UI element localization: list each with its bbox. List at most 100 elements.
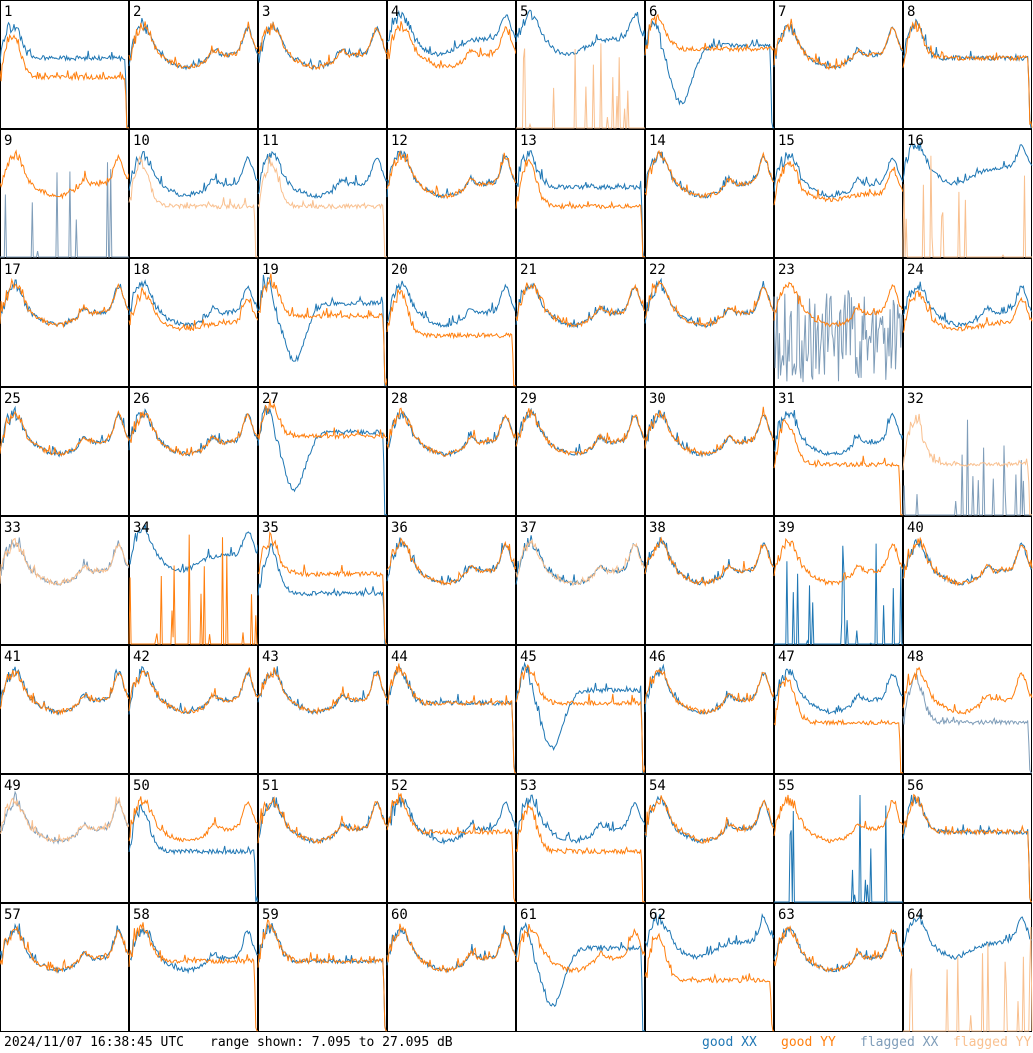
tile-frame [645, 0, 774, 129]
tile-frame [516, 258, 645, 387]
yy-series-line [515, 539, 646, 587]
tile-frame [903, 0, 1032, 129]
tile-label: 63 [778, 907, 795, 923]
tile-label: 15 [778, 133, 795, 149]
antenna-tile-63: 63 [773, 903, 904, 1032]
yy-series-line [902, 536, 1033, 587]
yy-series-line [644, 795, 775, 844]
xx-series-line [515, 9, 646, 57]
yy-series-line [0, 410, 130, 457]
tile-label: 43 [262, 649, 279, 665]
xx-series-line [902, 673, 1032, 774]
legend-good-yy: good YY [781, 1035, 836, 1050]
antenna-tile-18: 18 [128, 258, 259, 387]
xx-series-line [386, 796, 517, 845]
yy-series-line [644, 932, 774, 1032]
tile-label: 58 [133, 907, 150, 923]
footer: 2024/11/07 16:38:45 UTC range shown: 7.0… [0, 1033, 1033, 1053]
yy-series-line [386, 289, 516, 387]
antenna-tile-34: 34 [128, 516, 259, 645]
yy-series-line [0, 149, 130, 200]
tile-label: 38 [649, 520, 666, 536]
antenna-tile-3: 3 [257, 0, 388, 129]
antenna-tile-36: 36 [386, 516, 517, 645]
tile-frame [774, 0, 903, 129]
yy-series-line [386, 923, 517, 974]
tile-label: 22 [649, 262, 666, 278]
yy-series-line [386, 663, 516, 774]
yy-series-line [644, 536, 775, 587]
yy-series-line [515, 158, 645, 258]
antenna-tile-21: 21 [515, 258, 646, 387]
tile-label: 9 [4, 133, 12, 149]
tile-label: 10 [133, 133, 150, 149]
antenna-tile-27: 27 [257, 387, 388, 516]
tile-frame [129, 129, 258, 258]
yy-series-line [902, 20, 1033, 128]
antenna-tile-55: 55 [773, 774, 904, 903]
tile-frame [903, 903, 1032, 1032]
tile-frame [0, 645, 129, 774]
yy-series-line [128, 21, 259, 70]
yy-series-line [386, 21, 517, 70]
yy-series-line [386, 537, 517, 586]
tile-label: 7 [778, 4, 786, 20]
xx-series-line [902, 913, 1033, 960]
yy-series-line [644, 13, 775, 56]
yy-series-line [902, 666, 1033, 715]
antenna-tile-50: 50 [128, 774, 259, 903]
tile-frame [387, 645, 516, 774]
tile-label: 39 [778, 520, 795, 536]
tile-label: 54 [649, 778, 666, 794]
xx-series-line [0, 923, 130, 974]
antenna-tile-61: 61 [515, 903, 646, 1032]
yy-series-line [128, 155, 258, 258]
antenna-tile-24: 24 [902, 258, 1033, 387]
tile-frame [258, 0, 387, 129]
tile-label: 5 [520, 4, 528, 20]
tile-label: 40 [907, 520, 924, 536]
antenna-tile-28: 28 [386, 387, 517, 516]
xx-series-line [773, 152, 904, 199]
antenna-tile-9: 9 [0, 129, 130, 258]
tile-label: 48 [907, 649, 924, 665]
tile-frame [774, 387, 903, 516]
yy-series-line [386, 407, 517, 457]
tile-frame [0, 903, 129, 1032]
antenna-tile-7: 7 [773, 0, 904, 129]
antenna-tile-4: 4 [386, 0, 517, 129]
antenna-tile-53: 53 [515, 774, 646, 903]
xx-series-line [773, 24, 904, 70]
antenna-tile-20: 20 [386, 258, 517, 387]
tile-label: 31 [778, 391, 795, 407]
antenna-tile-32: 32 [902, 387, 1032, 516]
xx-series-line [0, 21, 129, 129]
tile-label: 12 [391, 133, 408, 149]
antenna-tile-43: 43 [257, 645, 388, 774]
tile-label: 1 [4, 4, 12, 20]
antenna-tile-23: 23 [773, 258, 904, 387]
xx-series-line [128, 523, 259, 574]
xx-series-line [386, 663, 516, 774]
tile-label: 46 [649, 649, 666, 665]
yy-series-line [644, 406, 775, 457]
tile-label: 42 [133, 649, 150, 665]
xx-series-line [386, 410, 517, 458]
yy-series-line [515, 663, 646, 773]
antenna-tile-37: 37 [515, 516, 646, 645]
xx-series-line [644, 20, 774, 129]
antenna-tile-10: 10 [128, 129, 259, 258]
tile-label: 62 [649, 907, 666, 923]
tile-label: 47 [778, 649, 795, 665]
legend-flagged-xx: flagged XX [860, 1035, 939, 1050]
yy-series-line [903, 926, 1033, 1032]
tile-label: 41 [4, 649, 21, 665]
xx-series-line [515, 921, 645, 1032]
tile-frame [645, 645, 774, 774]
yy-series-line [773, 419, 903, 516]
xx-series-line [774, 794, 903, 903]
tile-label: 25 [4, 391, 21, 407]
yy-series-line [386, 150, 517, 200]
tile-label: 60 [391, 907, 408, 923]
